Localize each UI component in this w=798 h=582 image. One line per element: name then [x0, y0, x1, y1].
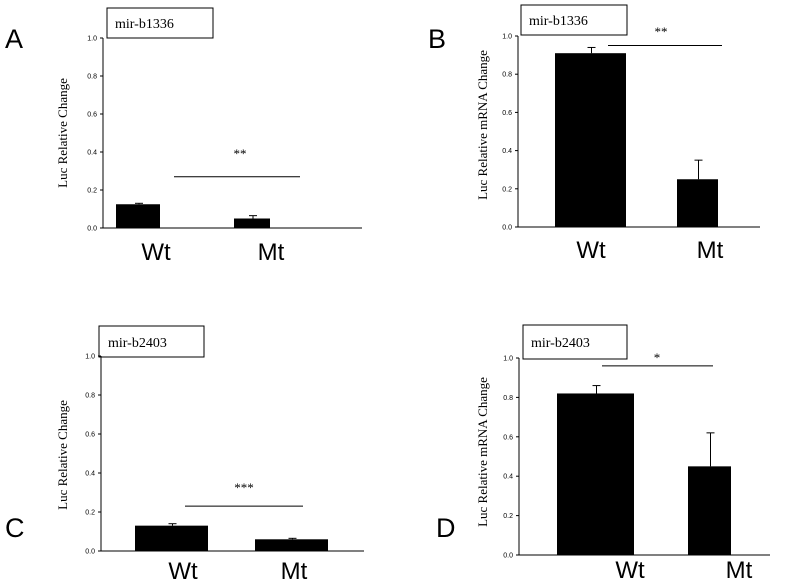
bar — [135, 525, 208, 551]
y-tick-label: 0.6 — [503, 434, 513, 441]
bar — [116, 204, 160, 228]
y-tick-label: 1.0 — [85, 354, 95, 361]
category-label: Wt — [168, 558, 198, 582]
bar — [555, 53, 626, 227]
bar — [688, 466, 731, 555]
y-tick-label: 0.2 — [85, 510, 95, 517]
significance-marker: ** — [655, 24, 668, 39]
legend-box — [520, 4, 628, 36]
panel-label: C — [5, 513, 25, 543]
bar — [255, 539, 328, 551]
y-axis-label: Luc Relative mRNA Change — [475, 377, 490, 527]
legend-label: mir-b2403 — [531, 336, 590, 351]
legend-box — [106, 7, 214, 39]
y-tick-label: 0.6 — [87, 112, 97, 119]
significance-marker: *** — [234, 480, 254, 495]
y-tick-label: 1.0 — [503, 356, 513, 363]
significance-marker: * — [654, 350, 661, 365]
category-label: Mt — [258, 239, 285, 266]
category-label: Wt — [141, 239, 171, 266]
panel-label: A — [5, 24, 23, 54]
y-tick-label: 0.0 — [87, 226, 97, 233]
category-label: Wt — [615, 557, 645, 582]
legend-label: mir-b1336 — [529, 14, 588, 29]
y-tick-label: 0.8 — [87, 74, 97, 81]
legend-label: mir-b2403 — [108, 336, 167, 351]
bar — [557, 393, 634, 555]
y-tick-label: 0.8 — [502, 72, 512, 79]
y-tick-label: 0.4 — [87, 150, 97, 157]
y-axis-label: Luc Relative mRNA Change — [475, 50, 490, 200]
significance-marker: ** — [234, 146, 247, 161]
y-tick-label: 0.0 — [502, 225, 512, 232]
bar — [234, 218, 270, 228]
legend-label: mir-b1336 — [115, 17, 174, 32]
y-tick-label: 0.6 — [85, 432, 95, 439]
y-tick-label: 0.2 — [502, 186, 512, 193]
panel-label: B — [428, 24, 446, 54]
y-tick-label: 1.0 — [87, 36, 97, 43]
y-tick-label: 0.6 — [502, 110, 512, 117]
category-label: Mt — [726, 557, 753, 582]
y-tick-label: 0.8 — [503, 395, 513, 402]
y-tick-label: 0.0 — [85, 549, 95, 556]
y-tick-label: 0.4 — [85, 471, 95, 478]
category-label: Mt — [697, 237, 724, 264]
y-tick-label: 0.8 — [85, 393, 95, 400]
category-label: Wt — [576, 237, 606, 264]
y-tick-label: 0.4 — [502, 148, 512, 155]
panel-label: D — [436, 513, 456, 543]
category-label: Mt — [281, 558, 308, 582]
y-axis-label: Luc Relative Change — [55, 400, 70, 510]
y-tick-label: 0.4 — [503, 474, 513, 481]
y-tick-label: 0.2 — [503, 513, 513, 520]
y-tick-label: 0.2 — [87, 188, 97, 195]
y-tick-label: 0.0 — [503, 553, 513, 560]
y-tick-label: 1.0 — [502, 34, 512, 41]
legend-box — [522, 324, 628, 360]
legend-box — [98, 325, 205, 358]
y-axis-label: Luc Relative Change — [55, 78, 70, 188]
bar — [677, 179, 718, 227]
